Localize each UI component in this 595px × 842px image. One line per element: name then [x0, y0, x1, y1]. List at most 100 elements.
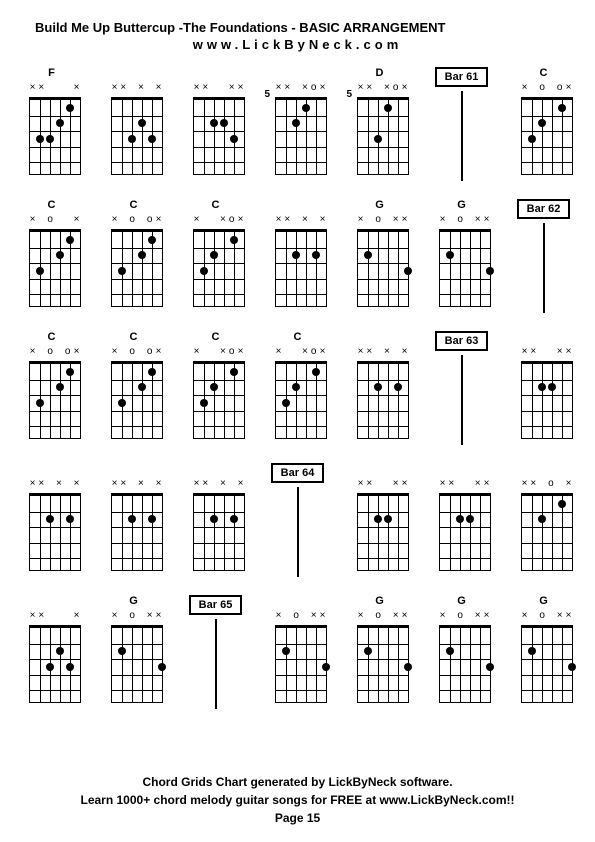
string-marker: × — [474, 611, 482, 623]
chord-cell: ×o×× — [262, 595, 334, 703]
finger-dot — [128, 135, 136, 143]
string-marker — [210, 347, 218, 359]
string-marker: × — [283, 83, 291, 95]
finger-dot — [158, 663, 166, 671]
chord-cell: G×o×× — [426, 199, 498, 307]
chord-diagram: ×o×× — [349, 215, 411, 307]
chord-cell: G×o×× — [344, 595, 416, 703]
string-marker: × — [521, 611, 529, 623]
fretboard — [439, 493, 491, 571]
string-marker: o — [292, 611, 300, 623]
chord-diagram: ××o× — [513, 479, 575, 571]
finger-dot — [210, 119, 218, 127]
marker-row: ×oo× — [111, 347, 163, 359]
chord-label: C — [130, 199, 138, 213]
string-marker: × — [228, 83, 236, 95]
chord-diagram: ×××× — [21, 479, 83, 571]
chord-diagram: ×××o×5 — [349, 83, 411, 175]
chord-label: G — [539, 595, 548, 609]
marker-row: ×××× — [275, 215, 327, 227]
fretboard — [193, 229, 245, 307]
chord-diagram: ×oo× — [103, 347, 165, 439]
bar-label: Bar 65 — [189, 595, 243, 615]
finger-dot — [558, 104, 566, 112]
string-marker: × — [111, 347, 119, 359]
fretboard — [521, 97, 573, 175]
footer-line-3: Page 15 — [0, 809, 595, 827]
chord-cell: C×o× — [16, 199, 88, 307]
fretboard — [193, 493, 245, 571]
chord-diagram: ×××× — [267, 215, 329, 307]
finger-dot — [528, 647, 536, 655]
marker-row: ×o×× — [521, 611, 573, 623]
fretboard — [521, 625, 573, 703]
finger-dot — [404, 267, 412, 275]
finger-dot — [364, 647, 372, 655]
chord-cell: C×oo× — [98, 199, 170, 307]
string-marker: × — [439, 611, 447, 623]
marker-row: ×××× — [357, 347, 409, 359]
string-marker — [292, 347, 300, 359]
chord-cell: G×o×× — [98, 595, 170, 703]
marker-row: ×o×× — [357, 611, 409, 623]
fretboard — [111, 97, 163, 175]
footer-line-1: Chord Grids Chart generated by LickByNec… — [0, 773, 595, 791]
string-marker — [447, 215, 455, 227]
string-marker — [119, 215, 127, 227]
string-marker — [201, 347, 209, 359]
string-marker: × — [392, 479, 400, 491]
page-title: Build Me Up Buttercup -The Foundations -… — [35, 20, 580, 35]
string-marker — [529, 611, 537, 623]
chord-cell: ×××× — [180, 463, 252, 571]
string-marker — [383, 611, 391, 623]
fretboard — [29, 625, 81, 703]
string-marker — [556, 479, 564, 491]
finger-dot — [56, 119, 64, 127]
chord-label: C — [294, 331, 302, 345]
string-marker — [465, 611, 473, 623]
fretboard — [439, 625, 491, 703]
string-marker: o — [128, 347, 136, 359]
string-marker: × — [154, 215, 162, 227]
chord-diagram: ××× — [21, 611, 83, 703]
chord-cell: F××× — [16, 67, 88, 175]
finger-dot — [312, 368, 320, 376]
string-marker: × — [439, 215, 447, 227]
string-marker: × — [119, 83, 127, 95]
chord-cell: ×××× — [508, 331, 580, 439]
string-marker: × — [201, 479, 209, 491]
finger-dot — [128, 515, 136, 523]
chord-diagram: ×oo× — [21, 347, 83, 439]
fretboard — [357, 493, 409, 571]
marker-row: ×××× — [29, 479, 81, 491]
string-marker: × — [29, 215, 37, 227]
marker-row: ×o×× — [111, 611, 163, 623]
string-marker — [137, 611, 145, 623]
finger-dot — [36, 135, 44, 143]
fretboard — [275, 229, 327, 307]
string-marker: × — [439, 479, 447, 491]
string-marker: × — [154, 611, 162, 623]
string-marker: × — [392, 611, 400, 623]
fretboard — [29, 361, 81, 439]
string-marker: × — [529, 479, 537, 491]
fret-number: 5 — [347, 89, 353, 100]
string-marker: × — [29, 83, 37, 95]
finger-dot — [292, 251, 300, 259]
string-marker: × — [365, 83, 373, 95]
chord-cell: ×××× — [426, 463, 498, 571]
string-marker — [392, 347, 400, 359]
string-marker: × — [193, 347, 201, 359]
string-marker: × — [357, 83, 365, 95]
bar-line — [461, 355, 463, 445]
bar-line — [215, 619, 217, 709]
string-marker: × — [400, 215, 408, 227]
chord-diagram: ××× — [21, 83, 83, 175]
string-marker: o — [392, 83, 400, 95]
fretboard — [357, 97, 409, 175]
string-marker — [64, 83, 72, 95]
string-marker — [46, 479, 54, 491]
string-marker — [228, 479, 236, 491]
string-marker: × — [137, 479, 145, 491]
fretboard — [111, 625, 163, 703]
